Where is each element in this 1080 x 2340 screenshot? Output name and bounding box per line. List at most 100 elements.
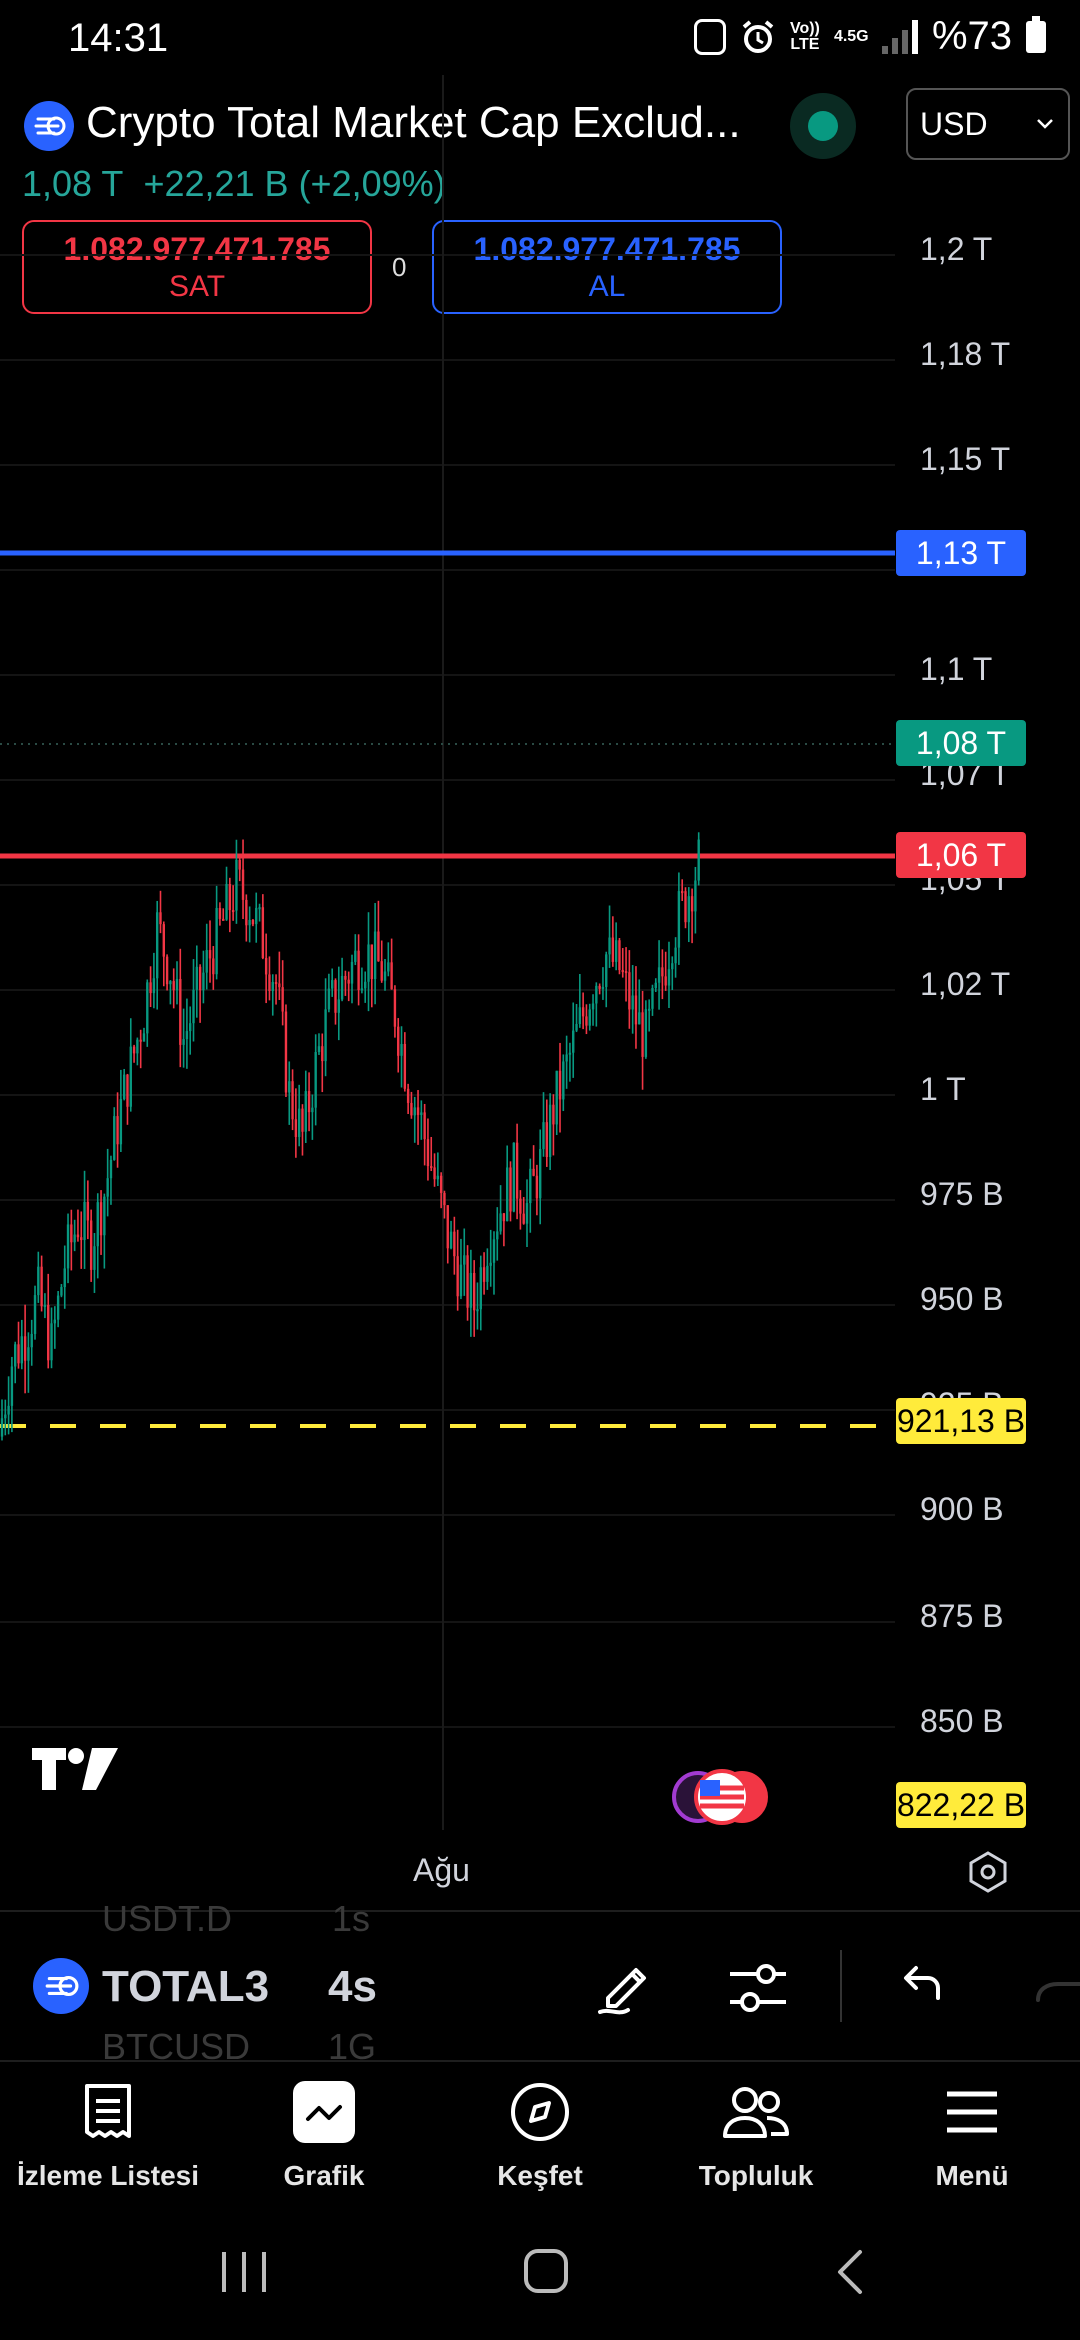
- nav-label: Grafik: [283, 2160, 365, 2191]
- candle-body: [83, 1201, 86, 1241]
- undo-icon[interactable]: [896, 1960, 946, 2010]
- candle-body: [380, 961, 383, 981]
- back-icon[interactable]: [838, 2250, 862, 2294]
- candle-body: [463, 1255, 466, 1265]
- candle-body: [142, 1033, 146, 1042]
- candle-body: [641, 1012, 644, 1057]
- candle-body: [297, 1108, 301, 1137]
- candle-body: [116, 1116, 119, 1145]
- time-axis-label: Ağu: [413, 1852, 470, 1888]
- battery-percent: %73: [931, 14, 1012, 58]
- candle-body: [17, 1344, 20, 1364]
- toolbar-interval[interactable]: 4s: [328, 1962, 377, 2011]
- symbol-title[interactable]: Crypto Total Market Cap Exclud...: [86, 98, 741, 147]
- candle-body: [357, 950, 360, 990]
- candle-body: [383, 971, 387, 981]
- status-time: 14:31: [68, 16, 169, 60]
- candle-body: [367, 944, 370, 982]
- candle-body: [152, 978, 156, 994]
- candle-body: [466, 1255, 469, 1308]
- blue-line-price-label: 1,13 T: [896, 530, 1026, 576]
- candle-body: [479, 1267, 482, 1310]
- nav-item-explore[interactable]: Keşfet: [432, 2072, 648, 2212]
- candle-body: [601, 986, 605, 989]
- candle-body: [50, 1323, 53, 1361]
- candle-body: [222, 918, 225, 921]
- nav-item-chart[interactable]: Grafik: [216, 2072, 432, 2212]
- nav-label: Topluluk: [698, 2160, 814, 2191]
- price-axis-tick: 1,1 T: [920, 651, 993, 687]
- candle-body: [364, 981, 367, 989]
- candle-body: [261, 907, 265, 959]
- buy-button[interactable]: 1.082.977.471.785 AL: [432, 220, 782, 314]
- candle-body: [172, 981, 175, 991]
- candle-body: [400, 1043, 403, 1056]
- candle-body: [202, 972, 205, 991]
- candle-body: [288, 1081, 291, 1093]
- price-axis-tick: 1,15 T: [920, 441, 1011, 477]
- sell-label: SAT: [168, 269, 226, 303]
- candle-body: [562, 1061, 565, 1100]
- candle-body: [330, 980, 334, 989]
- price-change-line: 1,08 T +22,21 B (+2,09%): [22, 163, 446, 205]
- spread-value: 0: [392, 252, 407, 282]
- market-open-dot-icon: [808, 111, 838, 141]
- candle-body: [535, 1175, 539, 1199]
- candle-body: [618, 940, 621, 971]
- candle-body: [664, 976, 667, 986]
- economic-events-flags-icon[interactable]: [670, 1766, 770, 1828]
- symbol-logo-icon[interactable]: [24, 101, 74, 151]
- candle-body: [60, 1287, 63, 1296]
- sell-button[interactable]: 1.082.977.471.785 SAT: [22, 220, 372, 314]
- indicators-settings-icon[interactable]: [726, 1956, 790, 2020]
- candle-body: [390, 962, 393, 990]
- candle-body: [37, 1266, 40, 1296]
- candle-body: [7, 1405, 10, 1415]
- candle-body: [162, 924, 165, 957]
- candle-body: [195, 966, 199, 990]
- price-axis-tick: 1,2 T: [920, 231, 993, 267]
- candle-body: [241, 869, 245, 900]
- candle-body: [476, 1309, 479, 1312]
- tradingview-logo-icon: [32, 1748, 118, 1790]
- candle-body: [403, 1043, 407, 1089]
- redo-icon[interactable]: [1034, 1970, 1080, 2010]
- candle-body: [129, 1046, 132, 1107]
- candle-body: [14, 1344, 17, 1367]
- candle-body: [638, 1012, 641, 1025]
- candle-body: [126, 1074, 129, 1107]
- drawing-tools-icon[interactable]: [594, 1954, 658, 2018]
- home-icon[interactable]: [524, 2249, 568, 2293]
- candle-body: [96, 1202, 99, 1247]
- nav-item-watchlist[interactable]: İzleme Listesi: [0, 2072, 216, 2212]
- candle-body: [548, 1104, 552, 1157]
- candle-body: [677, 891, 681, 948]
- toolbar-symbol-logo-icon[interactable]: [33, 1958, 89, 2014]
- price-axis-tick: 875 B: [920, 1598, 1004, 1634]
- price-chart[interactable]: [0, 60, 1080, 1840]
- recent-apps-icon[interactable]: [222, 2252, 266, 2292]
- candle-body: [159, 912, 162, 925]
- market-status-indicator[interactable]: [790, 93, 856, 159]
- nav-item-menu[interactable]: Menü: [864, 2072, 1080, 2212]
- ghost-symbol-above[interactable]: USDT.D: [102, 1898, 233, 1939]
- community-icon: [723, 2087, 789, 2138]
- candle-body: [647, 1008, 651, 1011]
- candle-body: [274, 982, 278, 985]
- last-price-label: 1,08 T: [896, 720, 1026, 766]
- nav-item-community[interactable]: Topluluk: [648, 2072, 864, 2212]
- candle-body: [393, 989, 397, 1027]
- ghost-interval-above[interactable]: 1s: [332, 1898, 371, 1939]
- candle-body: [611, 937, 615, 962]
- candle-body: [539, 1149, 542, 1199]
- candle-body: [89, 1220, 93, 1270]
- candle-body: [235, 859, 238, 911]
- candle-body: [644, 1009, 648, 1057]
- candle-body: [317, 1046, 321, 1053]
- candle-body: [591, 1003, 595, 1010]
- chart-settings-icon[interactable]: [966, 1850, 1010, 1894]
- toolbar-symbol[interactable]: TOTAL3: [102, 1962, 270, 2011]
- candle-body: [588, 1009, 591, 1026]
- candle-body: [340, 975, 344, 1000]
- currency-select[interactable]: USD: [906, 88, 1070, 160]
